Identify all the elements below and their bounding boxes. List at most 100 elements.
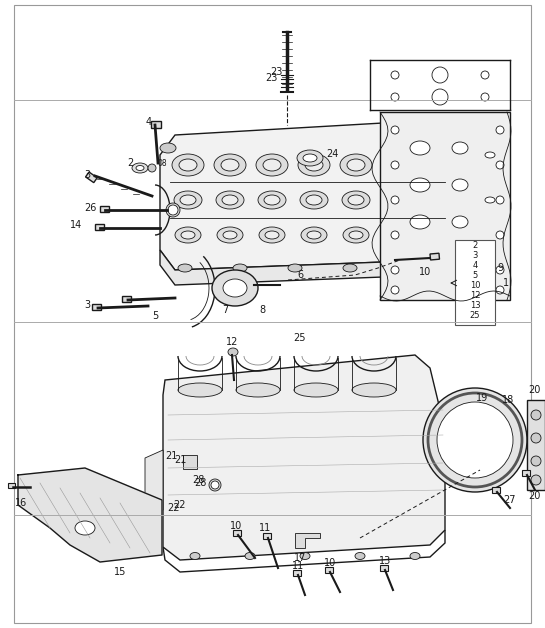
Ellipse shape <box>301 227 327 243</box>
Ellipse shape <box>178 264 192 272</box>
Text: 13: 13 <box>470 301 480 310</box>
Text: 16: 16 <box>15 498 27 508</box>
Text: 08: 08 <box>158 158 168 168</box>
Bar <box>380 112 510 300</box>
Ellipse shape <box>223 231 237 239</box>
Ellipse shape <box>259 227 285 243</box>
Polygon shape <box>435 120 462 260</box>
Ellipse shape <box>180 195 196 205</box>
Text: 15: 15 <box>114 567 126 577</box>
Ellipse shape <box>216 191 244 209</box>
Text: 14: 14 <box>70 220 82 230</box>
Ellipse shape <box>300 191 328 209</box>
Text: 26: 26 <box>84 203 97 213</box>
Bar <box>522 470 530 476</box>
Ellipse shape <box>258 191 286 209</box>
Circle shape <box>496 286 504 294</box>
Text: 22: 22 <box>167 503 180 513</box>
Ellipse shape <box>183 457 197 467</box>
Circle shape <box>531 456 541 466</box>
Polygon shape <box>145 450 163 515</box>
Text: 10: 10 <box>419 267 431 277</box>
Text: 12: 12 <box>470 291 480 301</box>
Ellipse shape <box>355 553 365 560</box>
Text: 10: 10 <box>470 281 480 291</box>
Circle shape <box>391 286 399 294</box>
Ellipse shape <box>485 242 495 248</box>
Ellipse shape <box>485 152 495 158</box>
Circle shape <box>496 196 504 204</box>
Ellipse shape <box>190 553 200 560</box>
Ellipse shape <box>347 159 365 171</box>
Ellipse shape <box>342 191 370 209</box>
Text: 4: 4 <box>473 261 477 271</box>
Polygon shape <box>295 533 320 548</box>
Text: 3: 3 <box>473 251 477 261</box>
Ellipse shape <box>209 479 221 491</box>
Text: 3: 3 <box>84 300 90 310</box>
Ellipse shape <box>214 154 246 176</box>
Ellipse shape <box>305 159 323 171</box>
Text: 10: 10 <box>230 521 242 531</box>
Ellipse shape <box>300 553 310 560</box>
Text: 22: 22 <box>174 500 186 510</box>
Ellipse shape <box>382 154 414 176</box>
Ellipse shape <box>132 163 148 173</box>
Ellipse shape <box>410 178 430 192</box>
Ellipse shape <box>264 195 280 205</box>
Circle shape <box>148 164 156 172</box>
Polygon shape <box>160 240 450 285</box>
Text: 17: 17 <box>294 553 306 563</box>
Ellipse shape <box>410 141 430 155</box>
Ellipse shape <box>398 264 412 272</box>
Text: 20: 20 <box>528 385 541 395</box>
Text: 21: 21 <box>166 451 178 461</box>
Ellipse shape <box>390 195 406 205</box>
Polygon shape <box>160 120 450 270</box>
Text: 6: 6 <box>297 270 303 280</box>
Ellipse shape <box>340 154 372 176</box>
Ellipse shape <box>212 270 258 306</box>
Circle shape <box>481 71 489 79</box>
Text: 11: 11 <box>292 561 304 571</box>
Polygon shape <box>163 355 445 560</box>
Circle shape <box>391 93 399 101</box>
Bar <box>122 296 131 302</box>
Text: 28: 28 <box>192 475 205 485</box>
Ellipse shape <box>452 179 468 191</box>
Bar <box>8 483 15 488</box>
Ellipse shape <box>343 227 369 243</box>
Ellipse shape <box>223 279 247 297</box>
Ellipse shape <box>389 159 407 171</box>
Ellipse shape <box>263 159 281 171</box>
Ellipse shape <box>410 215 430 229</box>
Circle shape <box>211 481 219 489</box>
Circle shape <box>496 126 504 134</box>
Bar <box>233 530 241 536</box>
Ellipse shape <box>348 195 364 205</box>
Text: 18: 18 <box>502 395 514 405</box>
Circle shape <box>481 93 489 101</box>
Ellipse shape <box>181 231 195 239</box>
Ellipse shape <box>485 197 495 203</box>
Text: 27: 27 <box>504 495 516 505</box>
Circle shape <box>391 196 399 204</box>
Polygon shape <box>440 225 472 252</box>
Ellipse shape <box>265 231 279 239</box>
Circle shape <box>432 67 448 83</box>
Circle shape <box>432 89 448 105</box>
Text: 11: 11 <box>259 523 271 533</box>
Bar <box>455 240 495 325</box>
Circle shape <box>391 71 399 79</box>
Circle shape <box>391 126 399 134</box>
Text: 5: 5 <box>473 271 477 281</box>
Ellipse shape <box>166 203 180 217</box>
Ellipse shape <box>75 521 95 535</box>
Bar <box>86 172 97 183</box>
Ellipse shape <box>236 383 280 397</box>
Ellipse shape <box>307 231 321 239</box>
Text: 28: 28 <box>194 478 206 488</box>
Circle shape <box>168 205 178 215</box>
Bar <box>151 121 161 128</box>
Text: 9: 9 <box>497 263 503 273</box>
